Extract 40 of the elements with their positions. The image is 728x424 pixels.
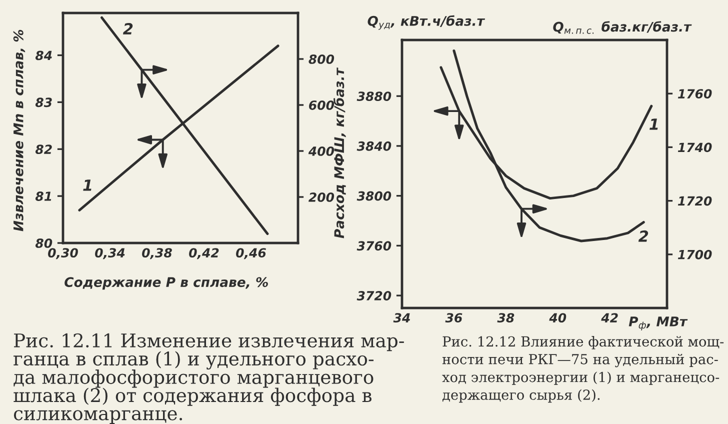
x-tick-label: 0,30 [48, 248, 78, 260]
y-tick-label: 3880 [356, 92, 392, 102]
x-tick-label: 0,42 [189, 248, 219, 260]
x-axis-title: Содержание P в сплаве, % [64, 277, 268, 290]
y-tick-label: 81 [35, 192, 52, 201]
series-label: 2 [638, 230, 648, 242]
series-label: 1 [83, 180, 92, 191]
y2-tick-label: 600 [309, 100, 334, 110]
x-tick-label: 42 [601, 313, 618, 322]
text: Рис. 12.11 Изменение извлечения мар- ганца в сплав (1) и удельного расхо- да малофосфористого марганцевого шлака (2) от содержания фосфора в силикомарганце. [14, 333, 404, 424]
x-tick-label: 40 [549, 313, 566, 323]
y-tick-label: 3840 [356, 141, 392, 151]
y2-tick-label: 1740 [678, 142, 712, 152]
y-tick-label: 3760 [356, 241, 392, 251]
x-tick-label: 36 [445, 313, 462, 323]
y2-tick-label: 1760 [678, 89, 712, 99]
y-tick-label: 80 [35, 238, 52, 248]
y2-axis-title: Q$_{м.п.с.}$ баз.кг/баз.т [553, 21, 692, 34]
x-axis-title: P$_{ф}$, МВт [628, 316, 688, 330]
x-tick-label: 0,34 [95, 248, 125, 260]
y2-tick-label: 200 [308, 192, 334, 202]
y-tick-label: 3800 [356, 191, 392, 201]
y-axis-title: Извлечение Mn в сплав, % [13, 30, 26, 232]
y2-axis-title: Расход МФШ, кг/баз.т [333, 67, 346, 238]
x-tick-label: 0,46 [236, 248, 266, 260]
y2-tick-label: 1720 [678, 196, 712, 206]
series-label: 1 [650, 118, 658, 130]
x-tick-label: 0,38 [142, 248, 172, 260]
series-label: 2 [122, 22, 133, 34]
y-tick-label: 84 [35, 50, 52, 60]
y-axis-title: Q$_{уд}$, кВт.ч/баз.т [368, 15, 486, 30]
y2-tick-label: 400 [308, 146, 334, 156]
text: Рис. 12.12 Влияние фактической мощ- ности печи РКГ—75 на удельный рас- ход электроэнергии (1) и марганецсо- держащего сырья (2). [442, 336, 724, 403]
x-tick-label: 38 [497, 313, 514, 323]
y-tick-label: 3720 [356, 291, 392, 300]
y-tick-label: 83 [35, 98, 52, 108]
y-tick-label: 82 [35, 144, 52, 154]
x-tick-label: 34 [393, 313, 410, 323]
y2-tick-label: 800 [308, 54, 334, 64]
y2-tick-label: 1700 [678, 250, 712, 260]
